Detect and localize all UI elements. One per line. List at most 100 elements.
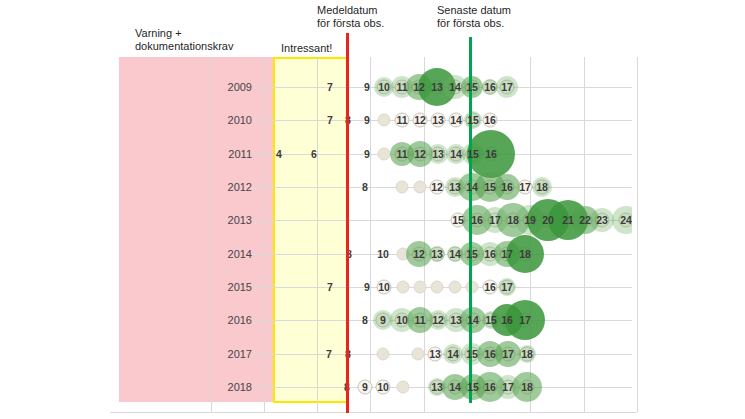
week-number: 7 xyxy=(327,282,333,293)
week-number: 9 xyxy=(364,149,370,160)
week-number: 14 xyxy=(450,115,462,126)
missing-obs-dot xyxy=(412,348,425,361)
missing-obs-dot xyxy=(397,381,410,394)
grid-line-vertical xyxy=(637,57,638,412)
week-number: 15 xyxy=(467,115,479,126)
week-number: 12 xyxy=(432,315,444,326)
week-number: 13 xyxy=(429,349,441,360)
week-number: 12 xyxy=(431,182,443,193)
week-number: 17 xyxy=(501,249,513,260)
week-number: 17 xyxy=(502,382,514,393)
week-number: 13 xyxy=(431,249,443,260)
week-number: 11 xyxy=(396,115,407,126)
week-number: 18 xyxy=(521,382,533,393)
week-number: 22 xyxy=(579,215,591,226)
warning-zone-label: Varning + dokumentationskrav xyxy=(135,27,233,53)
interesting-zone-label: Intressant! xyxy=(281,42,332,55)
week-number: 10 xyxy=(377,382,389,393)
missing-obs-dot xyxy=(414,181,427,194)
mean-date-label-line2: för första obs. xyxy=(317,17,384,30)
missing-obs-dot xyxy=(378,114,391,127)
week-number: 17 xyxy=(519,182,531,193)
week-number: 11 xyxy=(414,315,425,326)
missing-obs-dot xyxy=(431,281,444,294)
missing-obs-dot xyxy=(378,148,391,161)
week-number: 23 xyxy=(596,215,608,226)
week-number: 16 xyxy=(484,82,496,93)
week-number: 12 xyxy=(413,82,425,93)
week-number: 7 xyxy=(327,115,333,126)
missing-obs-dot xyxy=(397,281,410,294)
week-number: 12 xyxy=(413,249,425,260)
warning-zone-label-line2: dokumentationskrav xyxy=(135,40,233,53)
week-number: 4 xyxy=(276,149,282,160)
week-number: 9 xyxy=(380,315,386,326)
week-number: 17 xyxy=(501,282,513,293)
week-number: 16 xyxy=(484,349,496,360)
week-number: 8 xyxy=(362,315,368,326)
week-number: 20 xyxy=(542,215,554,226)
week-number: 17 xyxy=(489,215,501,226)
week-number: 15 xyxy=(466,82,478,93)
week-number: 13 xyxy=(431,382,443,393)
warning-zone-label-line1: Varning + xyxy=(135,27,233,40)
week-number: 15 xyxy=(485,315,497,326)
chart-plot-area: 7 9 10 11 12 13 14 15 16 17 7 8 9 11 12 13 14 15 16 4 6 9 11 12… xyxy=(0,0,632,419)
week-number: 16 xyxy=(471,215,483,226)
week-number: 24 xyxy=(620,215,632,226)
latest-date-label: Senaste datum för första obs. xyxy=(437,4,511,30)
week-number: 13 xyxy=(431,82,443,93)
week-number: 6 xyxy=(311,149,317,160)
mean-date-label: Medeldatum för första obs. xyxy=(317,4,384,30)
week-number: 13 xyxy=(449,182,461,193)
missing-obs-dot xyxy=(396,181,409,194)
week-number: 17 xyxy=(502,349,514,360)
latest-date-label-line2: för första obs. xyxy=(437,17,511,30)
week-number: 18 xyxy=(536,182,548,193)
week-number: 9 xyxy=(364,82,370,93)
week-number: 7 xyxy=(326,349,332,360)
week-number: 16 xyxy=(485,149,497,160)
week-number: 21 xyxy=(562,215,574,226)
week-number: 11 xyxy=(396,82,407,93)
week-number: 10 xyxy=(378,82,390,93)
mean-date-label-line1: Medeldatum xyxy=(317,4,384,17)
week-number: 12 xyxy=(414,115,426,126)
week-number: 9 xyxy=(364,282,370,293)
week-number: 16 xyxy=(484,282,496,293)
week-number: 16 xyxy=(484,115,496,126)
week-number: 15 xyxy=(452,215,464,226)
week-number: 7 xyxy=(327,82,333,93)
week-number: 10 xyxy=(396,315,408,326)
week-number: 16 xyxy=(501,182,513,193)
week-number: 8 xyxy=(362,182,368,193)
week-number: 12 xyxy=(414,149,426,160)
week-number: 14 xyxy=(449,249,461,260)
week-number: 13 xyxy=(432,115,444,126)
first-observation-bubble-chart: 2009201020112012201320142015201620172018… xyxy=(0,0,745,419)
missing-obs-dot xyxy=(449,281,462,294)
week-number: 17 xyxy=(501,82,513,93)
week-number: 16 xyxy=(501,315,513,326)
week-number: 15 xyxy=(467,149,479,160)
week-number: 14 xyxy=(467,315,479,326)
week-number: 14 xyxy=(449,82,461,93)
missing-obs-dot xyxy=(414,281,427,294)
week-number: 13 xyxy=(450,315,462,326)
week-number: 18 xyxy=(521,349,533,360)
week-number: 14 xyxy=(466,182,478,193)
week-number: 19 xyxy=(524,215,536,226)
week-number: 14 xyxy=(450,149,462,160)
week-number: 9 xyxy=(362,382,368,393)
week-number: 14 xyxy=(447,349,459,360)
week-number: 15 xyxy=(466,249,478,260)
week-number: 10 xyxy=(378,282,390,293)
week-number: 15 xyxy=(484,182,496,193)
week-number: 15 xyxy=(467,382,479,393)
week-number: 14 xyxy=(449,382,461,393)
missing-obs-dot xyxy=(377,348,390,361)
week-number: 13 xyxy=(432,149,444,160)
mean-date-line xyxy=(346,33,349,413)
week-number: 17 xyxy=(519,315,531,326)
week-number: 18 xyxy=(519,249,531,260)
